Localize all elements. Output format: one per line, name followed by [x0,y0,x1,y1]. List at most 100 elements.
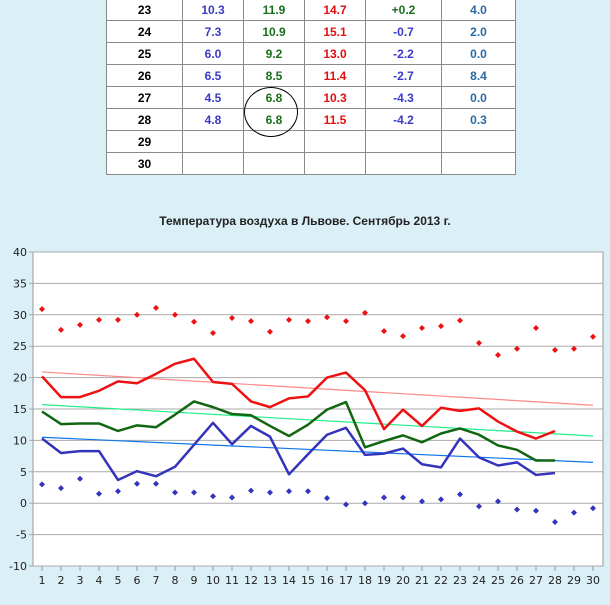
max-temp-cell: 11.4 [304,64,366,87]
x-tick-label: 4 [96,574,103,587]
precipitation-cell [441,130,516,153]
precipitation-cell: 0.3 [441,108,516,131]
day-cell: 23 [106,0,183,21]
x-tick-label: 24 [472,574,486,587]
record-min-point [210,493,216,500]
record-min-point [514,506,520,513]
record-min-point [419,498,425,505]
record-max-point [153,304,159,311]
x-tick-label: 16 [320,574,334,587]
table-row: 28 4.8 6.8 11.5 -4.2 0.3 [106,108,516,131]
precipitation-cell: 0.0 [441,42,516,65]
record-min-point [305,488,311,495]
table-row: 27 4.5 6.8 10.3 -4.3 0.0 [106,86,516,109]
record-min-point [172,489,178,496]
x-tick-label: 25 [491,574,505,587]
y-tick-label: 0 [20,497,27,510]
x-tick-label: 9 [191,574,198,587]
table-row: 24 7.3 10.9 15.1 -0.7 2.0 [106,20,516,43]
anomaly-cell [365,152,442,175]
x-tick-label: 29 [567,574,581,587]
day-cell: 27 [106,86,183,109]
x-tick-label: 12 [244,574,258,587]
max-temp-cell: 10.3 [304,86,366,109]
record-max-point [191,318,197,325]
precipitation-cell: 0.0 [441,86,516,109]
max-temp-line [41,357,556,440]
x-tick-label: 11 [225,574,239,587]
record-min-point [457,491,463,498]
x-tick-label: 15 [301,574,315,587]
record-max-point [457,317,463,324]
record-min-point [400,494,406,501]
record-min-point [590,505,596,512]
record-min-point [533,507,539,514]
record-min-point [343,501,349,508]
min-norm-trend-line [41,436,594,463]
record-max-point [362,309,368,316]
record-max-point [134,311,140,318]
record-max-point [343,318,349,325]
x-tick-label: 14 [282,574,296,587]
day-cell: 30 [106,152,183,175]
precipitation-cell [441,152,516,175]
record-max-point [381,328,387,335]
y-tick-label: 10 [13,434,27,447]
record-max-point [172,311,178,318]
mean-temp-cell: 6.8 [243,86,305,109]
x-tick-label: 17 [339,574,353,587]
record-min-point [324,495,330,502]
x-tick-label: 10 [206,574,220,587]
anomaly-cell: -2.2 [365,42,442,65]
max-temp-cell: 14.7 [304,0,366,21]
record-min-point [96,490,102,497]
min-temp-cell: 4.5 [182,86,244,109]
table-row: 25 6.0 9.2 13.0 -2.2 0.0 [106,42,516,65]
x-tick-label: 21 [415,574,429,587]
max-temp-cell: 15.1 [304,20,366,43]
day-cell: 26 [106,64,183,87]
record-max-point [115,316,121,323]
record-min-point [495,498,501,505]
x-tick-label: 27 [529,574,543,587]
x-tick-label: 6 [134,574,141,587]
record-max-point [77,321,83,328]
record-min-point [134,480,140,487]
record-max-point [533,324,539,331]
x-tick-label: 13 [263,574,277,587]
day-cell: 29 [106,130,183,153]
max-temp-cell [304,152,366,175]
min-temp-cell: 4.8 [182,108,244,131]
x-tick-label: 26 [510,574,524,587]
record-max-point [267,328,273,335]
day-cell: 25 [106,42,183,65]
record-max-point [58,326,64,333]
record-min-point [39,481,45,488]
record-max-point [210,330,216,337]
x-tick-label: 19 [377,574,391,587]
record-min-point [153,480,159,487]
record-min-point [267,489,273,496]
y-tick-label: 35 [13,277,27,290]
min-temp-cell: 6.5 [182,64,244,87]
chart-title: Температура воздуха в Львове. Сентябрь 2… [159,214,451,228]
x-tick-label: 18 [358,574,372,587]
record-min-point [571,509,577,516]
min-temp-cell [182,130,244,153]
x-tick-label: 2 [58,574,65,587]
mean-temp-cell: 8.5 [243,64,305,87]
anomaly-cell [365,130,442,153]
record-min-point [77,475,83,482]
x-tick-label: 23 [453,574,467,587]
mean-temp-cell: 11.9 [243,0,305,21]
mean-temp-cell: 6.8 [243,108,305,131]
anomaly-cell: +0.2 [365,0,442,21]
record-max-point [590,333,596,340]
mean-temp-cell: 9.2 [243,42,305,65]
record-min-point [229,494,235,501]
anomaly-cell: -2.7 [365,64,442,87]
max-temp-cell: 11.5 [304,108,366,131]
record-max-point [514,345,520,352]
record-max-point [476,340,482,347]
